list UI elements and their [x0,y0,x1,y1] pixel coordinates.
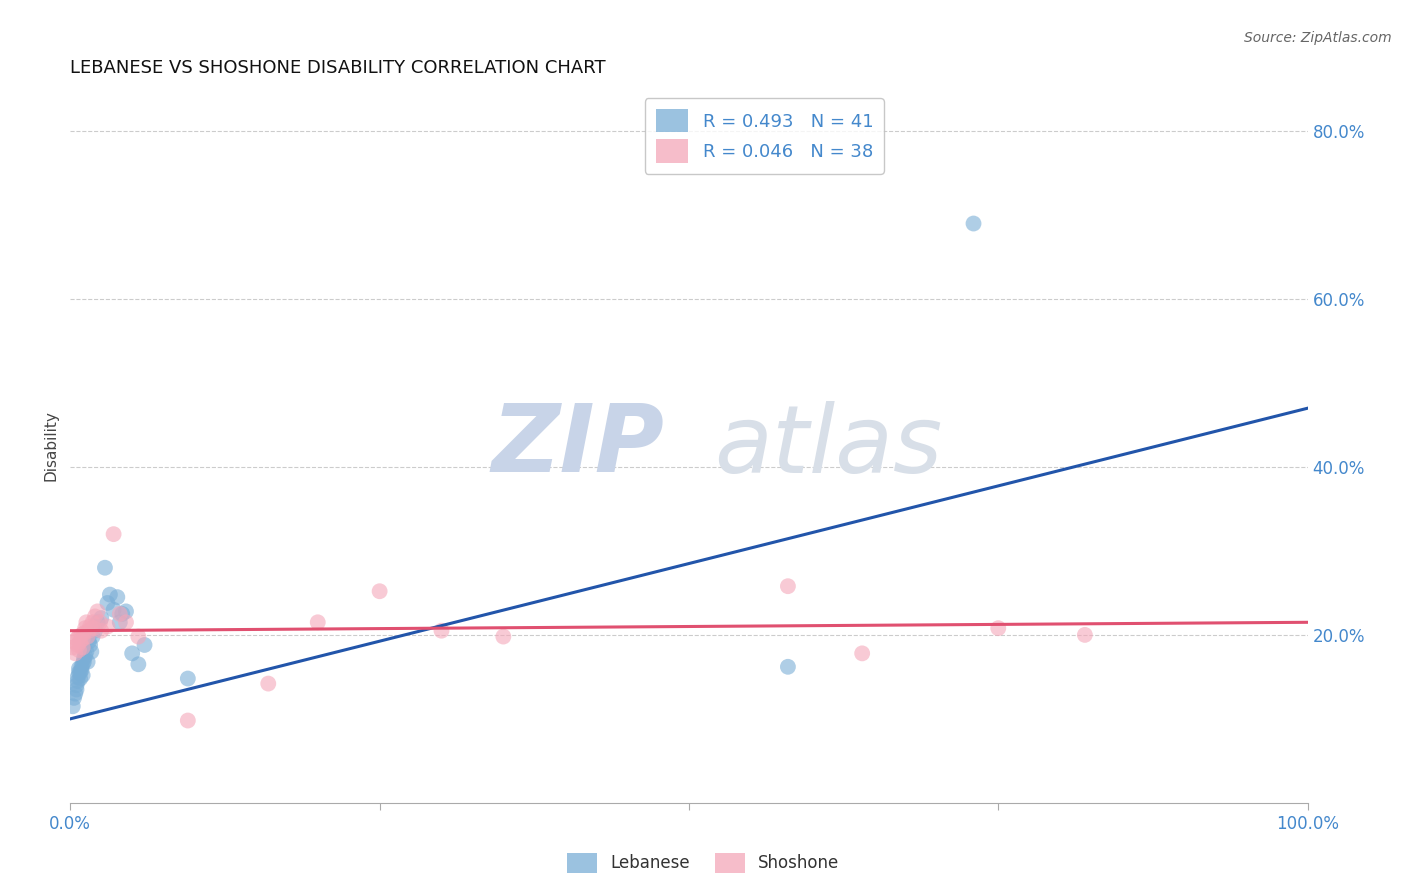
Point [70,628,93,642]
Point [96,596,118,610]
Point [86,615,108,630]
Point [177,714,200,728]
Point [108,615,131,630]
Point [368,584,391,599]
Point [86,604,108,618]
Point [1074,628,1097,642]
Point [63,634,86,648]
Point [73,655,96,669]
Point [90,611,112,625]
Point [69,672,91,686]
Point [430,624,453,638]
Point [111,607,134,621]
Point [98,588,121,602]
Text: LEBANESE VS SHOSHONE DISABILITY CORRELATION CHART: LEBANESE VS SHOSHONE DISABILITY CORRELAT… [70,59,606,77]
Point [72,632,94,646]
Point [307,615,329,630]
Point [79,638,101,652]
Point [76,655,98,669]
Text: Source: ZipAtlas.com: Source: ZipAtlas.com [1244,31,1392,45]
Point [776,579,799,593]
Point [67,630,90,644]
Point [67,661,90,675]
Point [94,560,117,574]
Point [83,621,105,635]
Point [77,624,100,638]
Point [63,690,86,705]
Point [115,615,138,630]
Point [90,624,112,638]
Point [66,638,89,652]
Point [65,687,87,701]
Text: atlas: atlas [714,401,942,491]
Point [776,660,799,674]
Point [77,634,100,648]
Point [103,603,125,617]
Point [70,663,93,677]
Point [66,670,89,684]
Point [82,615,104,630]
Point [66,674,89,689]
Point [492,630,515,644]
Point [75,615,97,630]
Point [84,624,107,638]
Point [96,619,118,633]
Point [70,660,93,674]
Point [65,632,87,646]
Point [73,626,96,640]
Point [851,646,873,660]
Legend: R = 0.493   N = 41, R = 0.046   N = 38: R = 0.493 N = 41, R = 0.046 N = 38 [645,98,884,174]
Point [67,643,90,657]
Point [121,646,143,660]
Point [84,609,107,624]
Y-axis label: Disability: Disability [44,410,59,482]
Point [67,665,90,680]
Point [69,634,91,648]
Point [257,676,280,690]
Point [73,651,96,665]
Point [987,621,1010,635]
Point [177,672,200,686]
Point [72,640,94,655]
Point [65,678,87,692]
Point [75,645,97,659]
Point [65,646,87,660]
Point [62,699,84,714]
Legend: Lebanese, Shoshone: Lebanese, Shoshone [560,847,846,880]
Point [76,630,98,644]
Text: ZIP: ZIP [491,400,664,492]
Point [62,640,84,655]
Point [103,527,125,541]
Point [108,607,131,621]
Point [134,638,156,652]
Point [72,657,94,672]
Point [69,665,91,680]
Point [75,621,97,635]
Point [82,630,104,644]
Point [962,217,984,231]
Point [75,648,97,663]
Point [80,645,103,659]
Point [89,615,111,630]
Point [105,590,128,604]
Point [127,657,149,672]
Point [127,630,149,644]
Point [115,604,138,618]
Point [72,668,94,682]
Point [79,619,101,633]
Point [65,682,87,697]
